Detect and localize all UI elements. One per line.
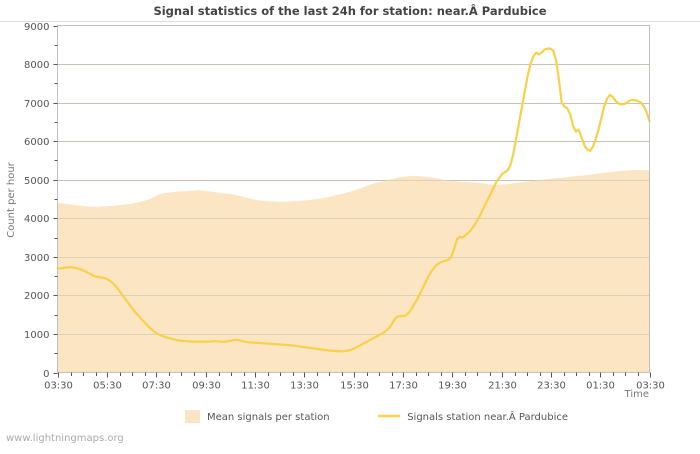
x-tick-label: 23:30 — [537, 381, 566, 392]
y-tick-label: 8000 — [24, 60, 49, 71]
x-tick-label: 21:30 — [488, 381, 517, 392]
x-tick-label: 03:30 — [44, 381, 73, 392]
y-tick-label: 5000 — [24, 176, 49, 187]
y-axis-label: Count per hour — [6, 161, 17, 237]
y-axis-ticks: 0 1000 2000 3000 4000 5000 6000 7000 8000 9000 — [24, 22, 58, 380]
mean-area-path — [57, 170, 650, 373]
y-tick-label: 6000 — [24, 137, 49, 148]
x-tick-label: 05:30 — [93, 381, 122, 392]
x-tick-label: 09:30 — [192, 381, 221, 392]
mean-area-series — [57, 170, 650, 373]
y-tick-label: 3000 — [24, 253, 49, 264]
x-axis-label: Time — [624, 389, 649, 400]
x-tick-label: 15:30 — [340, 381, 369, 392]
x-tick-label: 01:30 — [586, 381, 615, 392]
x-tick-label: 07:30 — [142, 381, 171, 392]
y-tick-label: 7000 — [24, 99, 49, 110]
x-tick-label: 19:30 — [438, 381, 467, 392]
chart-title: Signal statistics of the last 24h for st… — [153, 3, 546, 18]
station-line-path — [56, 47, 651, 353]
x-axis-ticks: 03:30 05:30 07:30 09:30 11:30 13:30 15:30 17:30… — [44, 372, 665, 392]
footer-attribution: www.lightningmaps.org — [6, 433, 124, 444]
x-tick-label: 11:30 — [241, 381, 270, 392]
legend-label: Signals station near.Â Pardubice — [407, 410, 568, 423]
x-tick-label: 17:30 — [389, 381, 418, 392]
legend-swatch-area — [185, 410, 200, 423]
y-tick-label: 4000 — [24, 214, 49, 225]
chart-legend: Mean signals per station Signals station … — [185, 410, 568, 423]
y-tick-label: 0 — [43, 369, 49, 380]
x-tick-label: 03:30 — [636, 381, 665, 392]
y-tick-label: 9000 — [24, 22, 49, 33]
grid-lines-overlay — [57, 64, 650, 335]
station-line-series — [56, 47, 651, 353]
y-tick-label: 2000 — [24, 291, 49, 302]
legend-label: Mean signals per station — [207, 412, 330, 423]
y-tick-label: 1000 — [24, 330, 49, 341]
x-tick-label: 13:30 — [290, 381, 319, 392]
